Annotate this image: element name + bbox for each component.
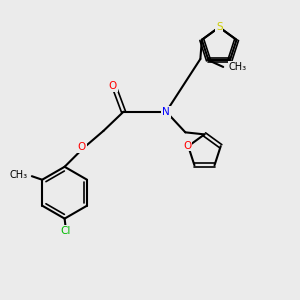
Text: N: N [162,107,170,117]
Text: O: O [78,142,86,152]
Text: S: S [216,22,223,32]
Text: CH₃: CH₃ [229,62,247,72]
Text: O: O [183,141,191,151]
Text: CH₃: CH₃ [10,170,28,180]
Text: Cl: Cl [61,226,71,236]
Text: O: O [109,81,117,91]
